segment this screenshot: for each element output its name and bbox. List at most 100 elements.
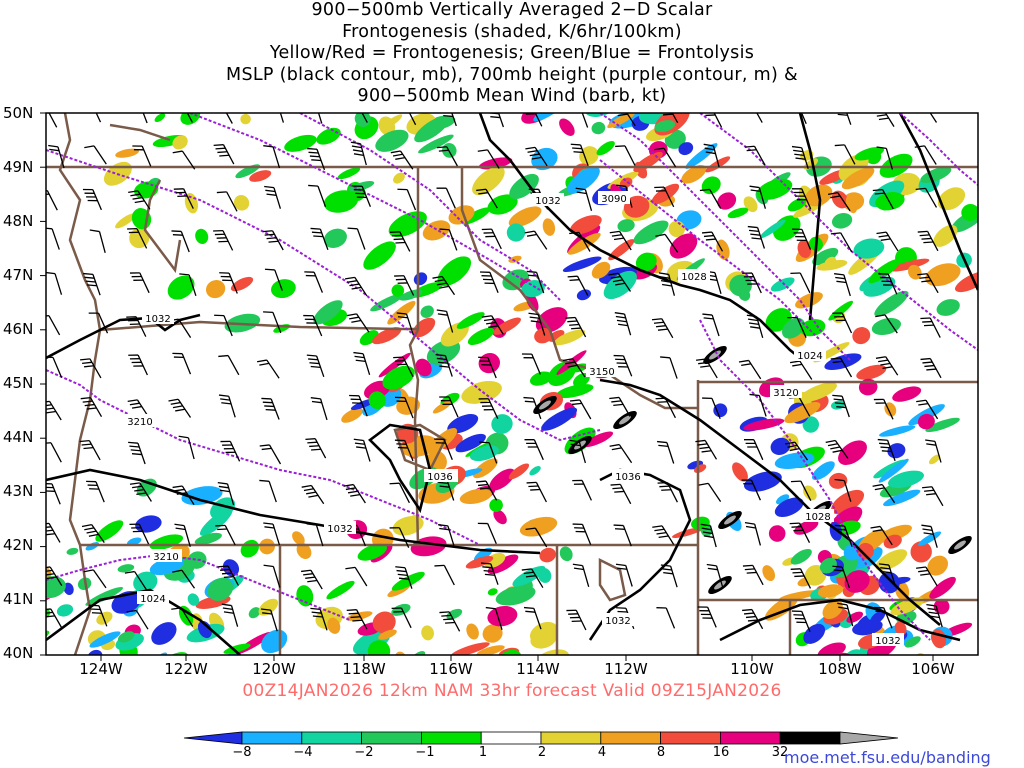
wind-barb [825, 439, 849, 459]
wind-barb [703, 143, 720, 168]
shading-cell [363, 241, 396, 270]
shading-cell [874, 290, 909, 317]
wind-barb [389, 527, 410, 548]
shading-cell [63, 582, 74, 595]
wind-barb [479, 271, 499, 293]
wind-barb [567, 275, 589, 296]
shading-cell [66, 547, 79, 555]
wind-barb [174, 523, 191, 547]
shading-cell [925, 417, 960, 433]
shading-cell [883, 489, 921, 507]
shading-cell [961, 203, 978, 222]
shading-cell [465, 556, 494, 569]
shading-cell [691, 516, 710, 530]
shading-cell [870, 610, 886, 625]
wind-barb [439, 611, 461, 632]
shading-cell [154, 113, 166, 123]
shading-cell [46, 576, 66, 599]
mslp-label: 1032 [605, 616, 630, 627]
wind-barb [617, 113, 636, 127]
shading-cell [559, 118, 575, 136]
wind-barb [86, 480, 105, 503]
wind-barb [301, 569, 323, 590]
lon-label: 106W [911, 660, 955, 678]
shading-cell [844, 570, 870, 593]
shading-cell [871, 317, 901, 336]
shading-cell [230, 276, 254, 292]
wind-barb [832, 312, 853, 334]
shading-cell [596, 141, 615, 156]
lon-label: 112W [604, 660, 648, 678]
wind-barb [741, 479, 761, 501]
shading-cell [603, 270, 637, 300]
shading-cell [20, 559, 36, 574]
colorbar-segment [779, 731, 841, 745]
lon-label: 116W [429, 660, 473, 678]
lat-label: 45N [3, 374, 34, 392]
shading-cell [868, 259, 900, 284]
wind-barb [565, 316, 587, 338]
shading-cell [391, 603, 411, 616]
wind-barb [698, 482, 722, 502]
wind-barb [434, 564, 455, 586]
shading-cell [822, 599, 843, 620]
shading-cell [927, 555, 949, 576]
wind-barb [168, 398, 192, 418]
shading-cell [378, 352, 411, 378]
shading-cell [205, 280, 226, 299]
shading-cell [487, 194, 518, 215]
wind-barb [742, 608, 764, 630]
mslp-label: 1028 [805, 512, 830, 523]
mslp-label: 1028 [681, 272, 706, 283]
shading-cell [133, 571, 158, 593]
shading-cell [194, 532, 222, 545]
shading-cell [583, 431, 614, 448]
wind-barb [345, 566, 368, 587]
colorbar-label: 4 [597, 745, 607, 760]
shading-cell [743, 196, 758, 213]
wind-barb [744, 145, 766, 166]
shading-cell [672, 527, 704, 538]
shading-cell [508, 206, 542, 228]
wind-barb [700, 523, 717, 548]
wind-barb [572, 479, 592, 501]
colorbar-segment [540, 731, 602, 745]
shading-cell [455, 433, 486, 453]
wind-barb [301, 484, 325, 505]
shading-cell [541, 407, 578, 431]
wind-barb [875, 314, 898, 334]
wind-barb [481, 315, 504, 335]
wind-barb [785, 441, 809, 461]
wind-barb [81, 523, 105, 543]
mslp-label: 1024 [797, 351, 822, 362]
shading-cell [499, 649, 522, 655]
shading-cell [378, 116, 396, 136]
shading-cell [420, 305, 434, 318]
shading-cell [533, 113, 567, 122]
wind-barb [916, 399, 939, 420]
shading-cell [222, 559, 240, 577]
wind-barb [263, 311, 282, 334]
shading-cell [768, 525, 786, 542]
wind-barb [352, 185, 372, 207]
wind-barbs [46, 113, 944, 633]
shading-cell [831, 190, 849, 209]
wind-barb [478, 398, 499, 419]
shading-cell [508, 255, 522, 263]
max-frontogenesis-core [954, 540, 966, 550]
wind-barb [172, 569, 196, 589]
shading-cell [472, 458, 498, 479]
wind-barb [394, 396, 414, 419]
shading-cell [529, 466, 541, 476]
shading-cell [519, 516, 558, 537]
frontogenesis-shading [20, 113, 978, 655]
wind-barb [349, 394, 368, 417]
wind-barb [876, 231, 899, 252]
wind-barb [476, 480, 498, 501]
wind-barb [575, 187, 593, 211]
wind-barb [702, 397, 721, 420]
wind-barb [834, 273, 851, 297]
wind-barb [308, 184, 327, 208]
credit-url[interactable]: moe.met.fsu.edu/banding [784, 748, 991, 767]
wind-barb [126, 316, 147, 337]
